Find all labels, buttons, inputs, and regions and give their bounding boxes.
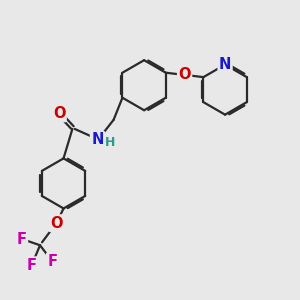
Text: H: H <box>105 136 115 149</box>
Text: N: N <box>91 132 104 147</box>
Text: F: F <box>17 232 27 247</box>
Text: N: N <box>219 57 231 72</box>
Text: O: O <box>50 216 62 231</box>
Text: F: F <box>47 254 57 269</box>
Text: O: O <box>178 68 191 82</box>
Text: O: O <box>53 106 65 121</box>
Text: F: F <box>27 258 37 273</box>
